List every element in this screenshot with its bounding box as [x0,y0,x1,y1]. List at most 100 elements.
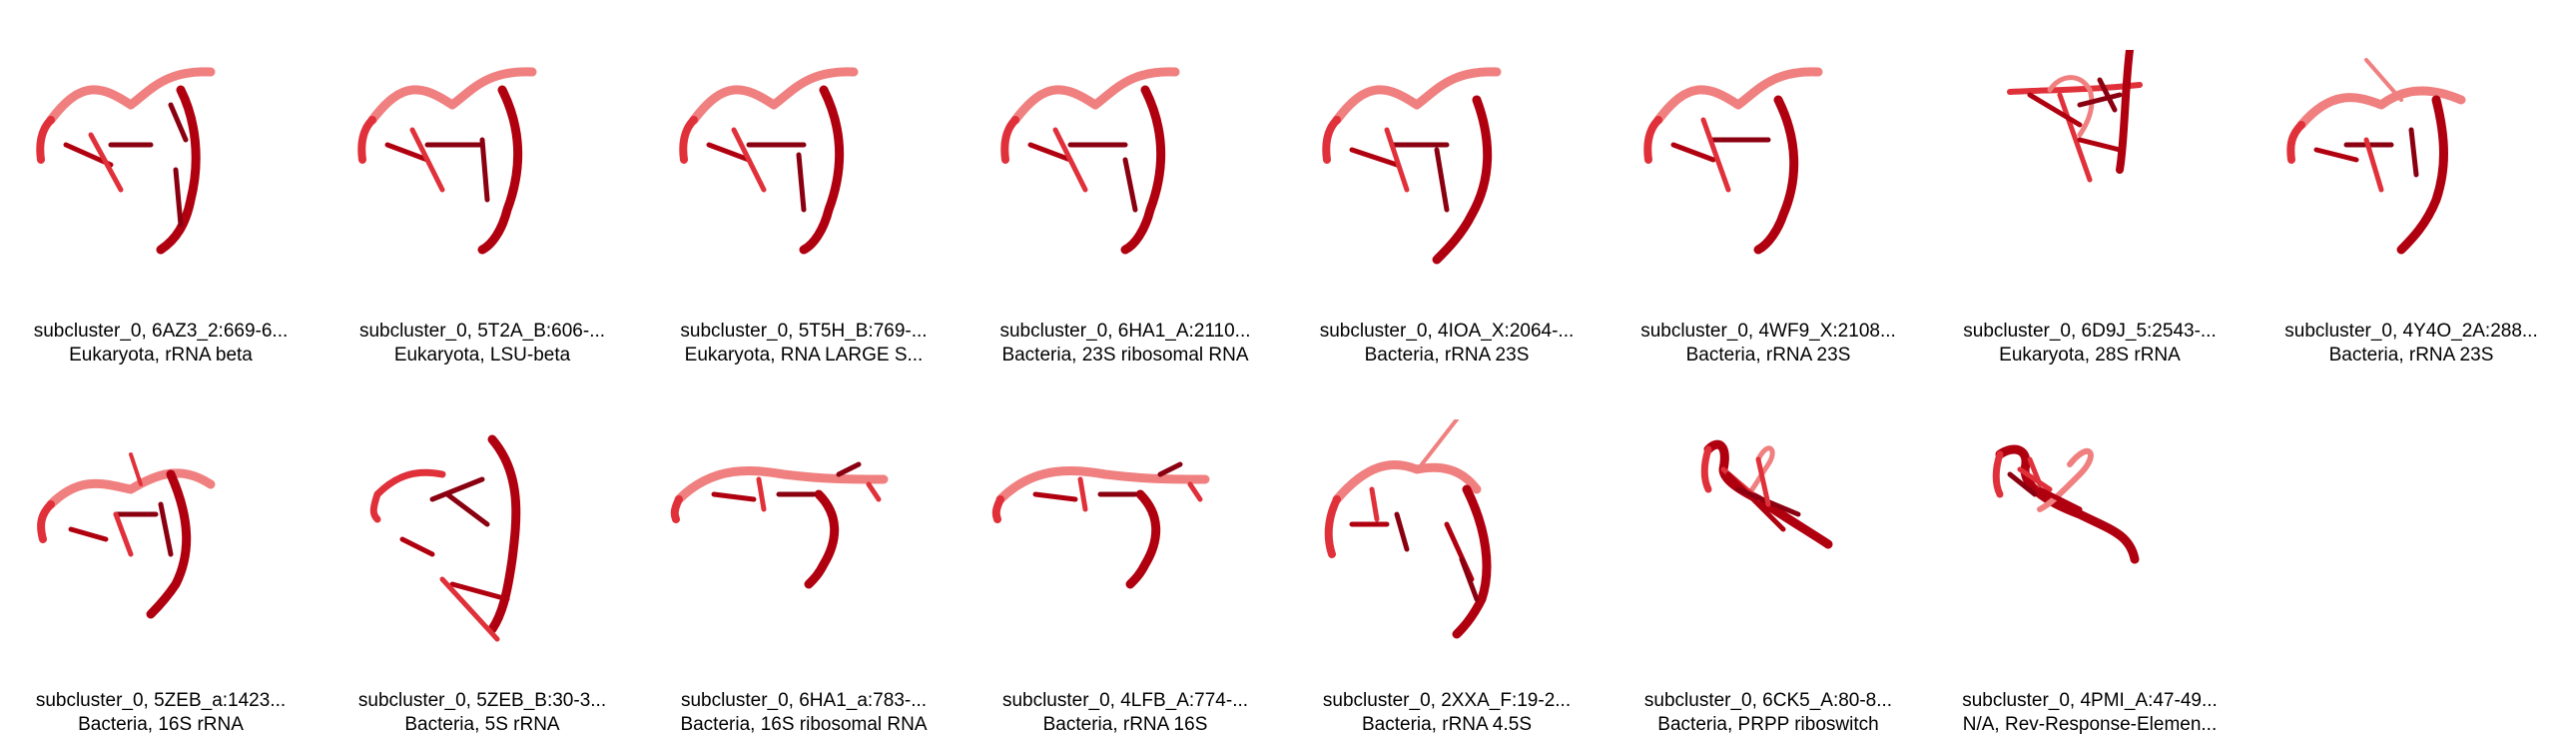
structure-id-label: subcluster_0, 4PMI_A:47-49... [1929,689,2251,713]
structure-caption: subcluster_0, 6D9J_5:2543-... Eukaryota, … [1929,320,2251,368]
rna-structure-image [332,419,632,659]
backbone-strand [1352,150,1397,165]
structure-caption: subcluster_0, 4WF9_X:2108... Bacteria, rR… [1608,320,1929,368]
structure-card: subcluster_0, 6D9J_5:2543-... Eukaryota, … [1929,0,2251,370]
backbone-strand [1190,484,1200,499]
backbone-strand [1673,145,1713,160]
structure-organism-label: Eukaryota, LSU-beta [322,344,643,368]
structure-organism-label: Bacteria, 16S rRNA [0,713,322,737]
structure-organism-label: Bacteria, PRPP riboswitch [1608,713,1929,737]
structure-caption: subcluster_0, 6AZ3_2:669-6... Eukaryota, … [0,320,322,368]
backbone-strand [675,499,679,519]
backbone-strand [1337,464,1477,499]
structure-card: subcluster_0, 6HA1_A:2110... Bacteria, 23… [965,0,1286,370]
structure-id-label: subcluster_0, 6D9J_5:2543-... [1929,320,2251,344]
backbone-strand [734,130,764,190]
structure-card: subcluster_0, 6HA1_a:783-... Bacteria, 16… [643,370,965,739]
backbone-strand [2010,85,2140,92]
backbone-strand [1125,90,1161,250]
structure-id-label: subcluster_0, 4WF9_X:2108... [1608,320,1929,344]
backbone-strand [1125,160,1135,210]
rna-structure-image [654,50,954,290]
structure-id-label: subcluster_0, 5ZEB_a:1423... [0,689,322,713]
backbone-strand [1704,449,1708,489]
backbone-strand [131,454,141,484]
rna-structure-image [1297,419,1597,659]
backbone-strand [2080,140,2120,150]
backbone-strand [402,539,432,554]
backbone-strand [1996,454,2000,494]
structure-card: subcluster_0, 4WF9_X:2108... Bacteria, rR… [1608,0,1929,370]
structure-organism-label: Eukaryota, rRNA beta [0,344,322,368]
structure-card: subcluster_0, 2XXA_F:19-2... Bacteria, rR… [1286,370,1608,739]
structure-organism-label: Bacteria, rRNA 4.5S [1286,713,1608,737]
structure-organism-label: Eukaryota, 28S rRNA [1929,344,2251,368]
structure-organism-label: Bacteria, 23S ribosomal RNA [965,344,1286,368]
rna-structure-image [332,50,632,290]
backbone-strand [839,464,859,474]
backbone-strand [2411,130,2416,175]
structure-caption: subcluster_0, 5ZEB_B:30-3... Bacteria, 5S… [322,689,643,737]
backbone-strand [1337,72,1497,120]
structure-id-label: subcluster_0, 4Y4O_2A:288... [2251,320,2572,344]
backbone-strand [1160,464,1180,474]
backbone-strand [2290,125,2301,160]
backbone-strand [40,120,51,160]
structure-caption: subcluster_0, 6HA1_A:2110... Bacteria, 23… [965,320,1286,368]
structure-id-label: subcluster_0, 6CK5_A:80-8... [1608,689,1929,713]
structure-card: subcluster_0, 5ZEB_B:30-3... Bacteria, 5S… [322,370,643,739]
backbone-strand [161,504,171,554]
backbone-strand [1329,499,1337,554]
structure-organism-label: Bacteria, rRNA 16S [965,713,1286,737]
structure-id-label: subcluster_0, 2XXA_F:19-2... [1286,689,1608,713]
backbone-strand [1397,514,1407,549]
rna-structure-image [1297,50,1597,290]
backbone-strand [1372,489,1377,519]
structure-id-label: subcluster_0, 6AZ3_2:669-6... [0,320,322,344]
backbone-strand [2060,95,2090,180]
structure-card: subcluster_0, 6AZ3_2:669-6... Eukaryota, … [0,0,322,370]
structure-caption: subcluster_0, 4PMI_A:47-49... N/A, Rev-Re… [1929,689,2251,737]
rna-structure-image [1940,50,2240,290]
rna-structure-image [975,419,1275,659]
backbone-strand [759,479,764,509]
structure-caption: subcluster_0, 2XXA_F:19-2... Bacteria, rR… [1286,689,1608,737]
rna-structure-image [2261,50,2561,290]
structure-organism-label: Bacteria, rRNA 23S [2251,344,2572,368]
backbone-strand [373,494,377,519]
structure-id-label: subcluster_0, 6HA1_a:783-... [643,689,965,713]
structure-id-label: subcluster_0, 4IOA_X:2064-... [1286,320,1608,344]
backbone-strand [161,90,196,250]
rna-structure-image [1940,419,2240,659]
structure-id-label: subcluster_0, 5T5H_B:769-... [643,320,965,344]
backbone-strand [809,494,835,584]
structure-organism-label: Eukaryota, RNA LARGE S... [643,344,965,368]
backbone-strand [2366,60,2401,100]
rna-structure-image [975,50,1275,290]
structure-id-label: subcluster_0, 5ZEB_B:30-3... [322,689,643,713]
structure-organism-label: Bacteria, rRNA 23S [1286,344,1608,368]
backbone-strand [804,90,840,250]
backbone-strand [1387,130,1407,190]
structure-caption: subcluster_0, 4LFB_A:774-... Bacteria, rR… [965,689,1286,737]
structure-organism-label: N/A, Rev-Response-Elemen... [1929,713,2251,737]
backbone-strand [2030,95,2080,125]
rna-structure-image [1618,419,1918,659]
backbone-strand [1658,72,1818,120]
backbone-strand [1326,120,1337,160]
backbone-strand [996,499,1000,519]
structure-caption: subcluster_0, 6HA1_a:783-... Bacteria, 16… [643,689,965,737]
backbone-strand [1758,100,1794,250]
structure-caption: subcluster_0, 6CK5_A:80-8... Bacteria, PR… [1608,689,1929,737]
backbone-strand [377,472,442,494]
structure-id-label: subcluster_0, 6HA1_A:2110... [965,320,1286,344]
backbone-strand [71,529,106,539]
structure-caption: subcluster_0, 4IOA_X:2064-... Bacteria, r… [1286,320,1608,368]
structure-organism-label: Bacteria, rRNA 23S [1608,344,1929,368]
backbone-strand [41,504,51,539]
structure-organism-label: Bacteria, 16S ribosomal RNA [643,713,965,737]
backbone-strand [714,494,754,499]
backbone-strand [1035,494,1075,499]
backbone-strand [116,514,131,554]
